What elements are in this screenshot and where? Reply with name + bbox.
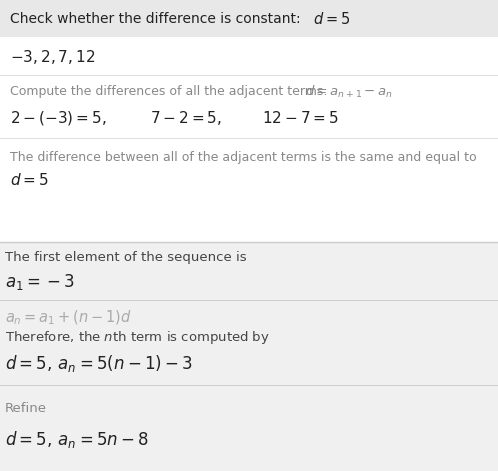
Text: $d = 5$: $d = 5$: [313, 11, 350, 27]
Text: $d = 5, \, a_n = 5(n-1) - 3$: $d = 5, \, a_n = 5(n-1) - 3$: [5, 352, 193, 374]
Bar: [0, 0, 498, 242]
Text: $12 - 7 = 5$: $12 - 7 = 5$: [262, 110, 339, 126]
Text: $d = 5$: $d = 5$: [10, 172, 49, 188]
Text: The difference between all of the adjacent terms is the same and equal to: The difference between all of the adjace…: [10, 151, 477, 163]
Text: Refine: Refine: [5, 401, 47, 414]
Text: $a_1 = -3$: $a_1 = -3$: [5, 272, 75, 292]
Text: $a_n = a_1 + (n-1)d$: $a_n = a_1 + (n-1)d$: [5, 309, 132, 327]
Text: $d = a_{n+1} - a_n$: $d = a_{n+1} - a_n$: [305, 84, 393, 100]
Text: $d = 5, \, a_n = 5n - 8$: $d = 5, \, a_n = 5n - 8$: [5, 430, 149, 450]
Text: $2 - (-3) = 5,$: $2 - (-3) = 5,$: [10, 109, 107, 127]
Bar: [0, 0, 498, 37]
Text: $7 - 2 = 5,$: $7 - 2 = 5,$: [150, 109, 222, 127]
Text: Check whether the difference is constant:: Check whether the difference is constant…: [10, 12, 301, 26]
Text: Therefore, the $n$th term is computed by: Therefore, the $n$th term is computed by: [5, 330, 270, 347]
Text: The first element of the sequence is: The first element of the sequence is: [5, 252, 247, 265]
Text: Compute the differences of all the adjacent terms:: Compute the differences of all the adjac…: [10, 86, 328, 98]
Text: $-3, 2, 7, 12$: $-3, 2, 7, 12$: [10, 48, 95, 66]
